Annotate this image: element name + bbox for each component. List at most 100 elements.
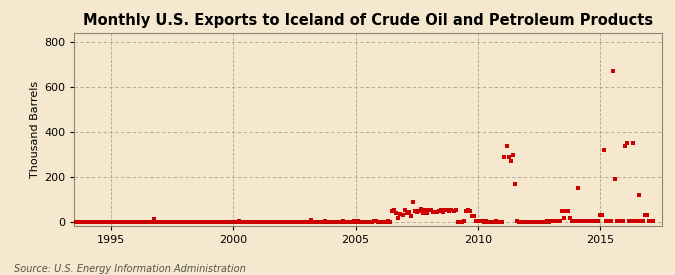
Point xyxy=(593,219,603,223)
Point xyxy=(322,220,333,224)
Point xyxy=(307,220,318,224)
Point xyxy=(548,219,559,223)
Point xyxy=(483,220,493,224)
Point xyxy=(466,214,477,219)
Point xyxy=(352,219,363,223)
Point xyxy=(165,220,176,224)
Point xyxy=(630,219,641,223)
Point xyxy=(93,220,104,224)
Point xyxy=(416,207,427,211)
Point xyxy=(595,213,605,218)
Point xyxy=(608,69,618,73)
Point xyxy=(77,220,88,224)
Point xyxy=(497,220,508,224)
Point xyxy=(377,220,387,224)
Point xyxy=(259,220,269,224)
Point xyxy=(566,219,577,223)
Point xyxy=(87,220,98,224)
Point xyxy=(346,220,357,224)
Point xyxy=(458,219,469,223)
Point xyxy=(142,220,153,224)
Point xyxy=(263,220,273,224)
Point xyxy=(356,220,367,224)
Point xyxy=(626,219,637,223)
Point xyxy=(248,220,259,224)
Point xyxy=(364,220,375,224)
Point xyxy=(585,219,595,223)
Point xyxy=(301,220,312,224)
Point xyxy=(403,210,414,214)
Point xyxy=(324,220,335,224)
Point xyxy=(648,219,659,223)
Point xyxy=(491,219,502,223)
Point xyxy=(591,219,601,223)
Point xyxy=(452,220,463,224)
Point xyxy=(330,220,341,224)
Point xyxy=(572,186,583,191)
Point xyxy=(634,193,645,197)
Point xyxy=(273,220,284,224)
Point xyxy=(279,220,290,224)
Point xyxy=(360,220,371,224)
Point xyxy=(97,220,108,224)
Point xyxy=(367,220,377,224)
Point xyxy=(316,220,327,224)
Point xyxy=(580,219,591,223)
Point xyxy=(538,220,549,224)
Point xyxy=(418,211,429,215)
Point xyxy=(277,220,288,224)
Point xyxy=(578,219,589,223)
Point xyxy=(472,219,483,223)
Point xyxy=(138,220,149,224)
Point xyxy=(524,220,535,224)
Point xyxy=(203,220,214,224)
Point xyxy=(477,219,487,223)
Point xyxy=(522,220,533,224)
Point xyxy=(409,209,420,213)
Point xyxy=(220,220,231,224)
Point xyxy=(430,210,441,214)
Point xyxy=(332,220,343,224)
Point xyxy=(236,220,247,224)
Point xyxy=(558,215,569,220)
Point xyxy=(89,220,100,224)
Point xyxy=(107,220,118,224)
Point xyxy=(283,220,294,224)
Point xyxy=(193,220,204,224)
Point xyxy=(397,213,408,218)
Point xyxy=(550,219,561,223)
Point xyxy=(105,220,116,224)
Point xyxy=(153,220,163,224)
Point xyxy=(616,219,626,223)
Point xyxy=(507,152,518,157)
Point xyxy=(240,220,251,224)
Point xyxy=(401,211,412,215)
Point xyxy=(495,220,506,224)
Point xyxy=(167,220,178,224)
Point xyxy=(211,220,222,224)
Point xyxy=(209,220,220,224)
Point xyxy=(489,220,500,224)
Point xyxy=(544,220,555,224)
Point xyxy=(391,211,402,215)
Point xyxy=(157,220,167,224)
Point xyxy=(207,220,218,224)
Point xyxy=(155,220,165,224)
Point xyxy=(244,220,255,224)
Point xyxy=(434,209,445,213)
Point xyxy=(161,220,171,224)
Point xyxy=(222,220,233,224)
Point xyxy=(516,220,526,224)
Point xyxy=(115,220,126,224)
Point xyxy=(232,220,243,224)
Point xyxy=(173,220,184,224)
Point xyxy=(493,220,504,224)
Point xyxy=(470,219,481,223)
Point xyxy=(383,219,394,223)
Point xyxy=(344,220,355,224)
Point xyxy=(481,219,491,223)
Point xyxy=(334,220,345,224)
Point xyxy=(95,220,106,224)
Point xyxy=(117,220,128,224)
Point xyxy=(271,220,281,224)
